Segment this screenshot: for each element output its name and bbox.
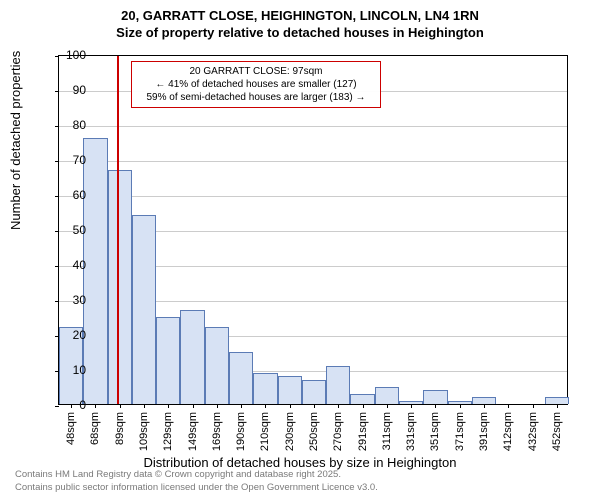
ytick-label: 80: [46, 118, 86, 132]
histogram-bar: [180, 310, 204, 405]
gridline: [59, 126, 567, 127]
xtick-label: 48sqm: [65, 412, 77, 445]
xtick-mark: [144, 404, 145, 408]
histogram-bar: [229, 352, 253, 405]
footer-line2: Contains public sector information licen…: [15, 482, 378, 494]
xtick-mark: [241, 404, 242, 408]
xtick-mark: [217, 404, 218, 408]
xtick-label: 351sqm: [429, 412, 441, 451]
xtick-mark: [533, 404, 534, 408]
gridline: [59, 196, 567, 197]
xtick-mark: [95, 404, 96, 408]
xtick-label: 230sqm: [284, 412, 296, 451]
xtick-label: 371sqm: [454, 412, 466, 451]
xtick-label: 311sqm: [381, 412, 393, 450]
chart-title-line1: 20, GARRATT CLOSE, HEIGHINGTON, LINCOLN,…: [0, 8, 600, 25]
xtick-mark: [484, 404, 485, 408]
histogram-bar: [472, 397, 496, 404]
histogram-bar: [278, 376, 302, 404]
xtick-mark: [265, 404, 266, 408]
xtick-mark: [314, 404, 315, 408]
ytick-label: 10: [46, 363, 86, 377]
y-axis-label: Number of detached properties: [8, 51, 23, 230]
gridline: [59, 161, 567, 162]
histogram-bar: [253, 373, 277, 405]
xtick-mark: [508, 404, 509, 408]
ytick-label: 20: [46, 328, 86, 342]
xtick-label: 412sqm: [502, 412, 514, 451]
ytick-label: 0: [46, 398, 86, 412]
xtick-label: 169sqm: [211, 412, 223, 451]
xtick-label: 190sqm: [235, 412, 247, 451]
xtick-mark: [290, 404, 291, 408]
chart-title-block: 20, GARRATT CLOSE, HEIGHINGTON, LINCOLN,…: [0, 8, 600, 42]
ytick-label: 40: [46, 258, 86, 272]
xtick-label: 109sqm: [138, 412, 150, 451]
histogram-bar: [350, 394, 374, 405]
histogram-bar: [302, 380, 326, 405]
xtick-label: 250sqm: [308, 412, 320, 451]
xtick-label: 391sqm: [478, 412, 490, 451]
xtick-label: 89sqm: [114, 412, 126, 445]
xtick-mark: [168, 404, 169, 408]
xtick-mark: [193, 404, 194, 408]
xtick-label: 432sqm: [527, 412, 539, 451]
ytick-label: 90: [46, 83, 86, 97]
xtick-mark: [557, 404, 558, 408]
histogram-bar: [545, 397, 569, 404]
xtick-mark: [387, 404, 388, 408]
footer-line1: Contains HM Land Registry data © Crown c…: [15, 469, 378, 481]
chart-footer: Contains HM Land Registry data © Crown c…: [15, 469, 378, 494]
xtick-mark: [363, 404, 364, 408]
ytick-label: 100: [46, 48, 86, 62]
ytick-label: 50: [46, 223, 86, 237]
histogram-bar: [83, 138, 107, 404]
histogram-bar: [326, 366, 350, 405]
xtick-label: 452sqm: [551, 412, 563, 451]
ytick-label: 60: [46, 188, 86, 202]
histogram-bar: [108, 170, 132, 405]
histogram-bar: [375, 387, 399, 405]
xtick-label: 68sqm: [89, 412, 101, 445]
annotation-line2: ← 41% of detached houses are smaller (12…: [138, 78, 374, 91]
histogram-bar: [156, 317, 180, 405]
x-axis-label: Distribution of detached houses by size …: [0, 455, 600, 470]
property-marker-line: [117, 56, 119, 404]
ytick-label: 30: [46, 293, 86, 307]
xtick-label: 210sqm: [259, 412, 271, 451]
ytick-label: 70: [46, 153, 86, 167]
xtick-label: 270sqm: [332, 412, 344, 451]
xtick-label: 291sqm: [357, 412, 369, 451]
annotation-line1: 20 GARRATT CLOSE: 97sqm: [138, 65, 374, 78]
histogram-bar: [423, 390, 447, 404]
xtick-label: 129sqm: [162, 412, 174, 451]
xtick-mark: [120, 404, 121, 408]
xtick-label: 149sqm: [187, 412, 199, 451]
xtick-mark: [411, 404, 412, 408]
xtick-label: 331sqm: [405, 412, 417, 451]
histogram-chart: 20, GARRATT CLOSE, HEIGHINGTON, LINCOLN,…: [0, 0, 600, 500]
xtick-mark: [435, 404, 436, 408]
xtick-mark: [338, 404, 339, 408]
xtick-mark: [460, 404, 461, 408]
histogram-bar: [132, 215, 156, 404]
plot-area: 20 GARRATT CLOSE: 97sqm← 41% of detached…: [58, 55, 568, 405]
annotation-box: 20 GARRATT CLOSE: 97sqm← 41% of detached…: [131, 61, 381, 108]
chart-title-line2: Size of property relative to detached ho…: [0, 25, 600, 42]
annotation-line3: 59% of semi-detached houses are larger (…: [138, 91, 374, 104]
histogram-bar: [205, 327, 229, 404]
